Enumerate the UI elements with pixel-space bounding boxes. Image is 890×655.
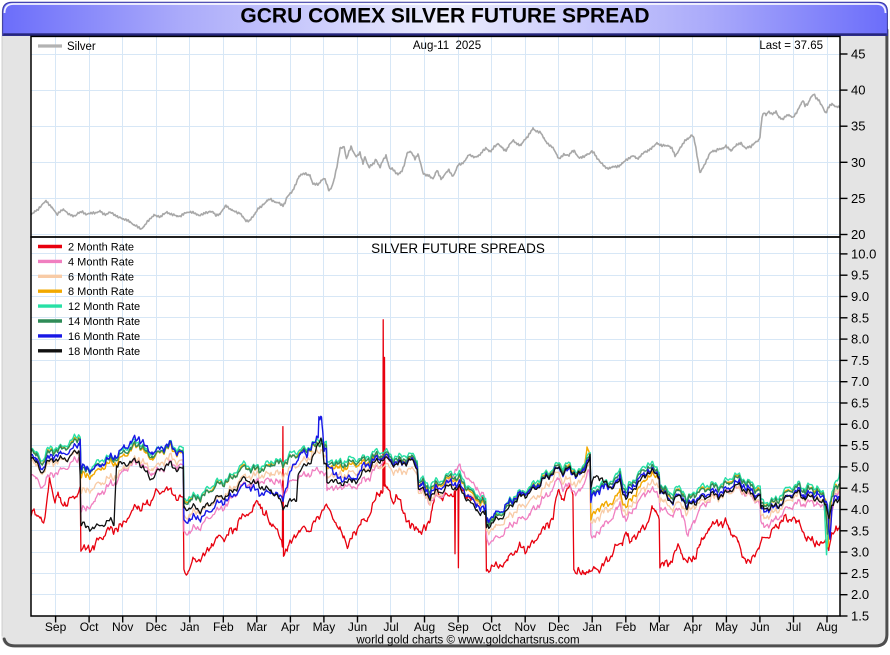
svg-text:May: May: [313, 620, 336, 634]
svg-text:25: 25: [851, 191, 865, 206]
svg-text:Silver: Silver: [67, 41, 96, 53]
svg-text:Jan: Jan: [180, 620, 199, 634]
svg-text:20: 20: [851, 227, 865, 242]
svg-text:Sep: Sep: [447, 620, 469, 634]
svg-text:Dec: Dec: [548, 620, 569, 634]
svg-text:Nov: Nov: [112, 620, 133, 634]
svg-text:2 Month Rate: 2 Month Rate: [68, 242, 134, 254]
svg-text:40: 40: [851, 83, 865, 98]
svg-text:1.5: 1.5: [851, 609, 869, 624]
svg-text:Jan: Jan: [583, 620, 602, 634]
svg-text:Dec: Dec: [146, 620, 167, 634]
svg-text:5.5: 5.5: [851, 438, 869, 453]
svg-text:Jul: Jul: [786, 620, 801, 634]
svg-text:18 Month Rate: 18 Month Rate: [68, 346, 140, 358]
svg-text:9.5: 9.5: [851, 268, 869, 283]
svg-text:Jun: Jun: [348, 620, 367, 634]
svg-text:Feb: Feb: [615, 620, 636, 634]
svg-text:6.0: 6.0: [851, 417, 869, 432]
svg-text:7.5: 7.5: [851, 353, 869, 368]
svg-text:8.0: 8.0: [851, 332, 869, 347]
svg-text:Feb: Feb: [213, 620, 234, 634]
svg-text:Apr: Apr: [684, 620, 703, 634]
svg-text:14 Month Rate: 14 Month Rate: [68, 316, 140, 328]
svg-text:4 Month Rate: 4 Month Rate: [68, 256, 134, 268]
svg-text:Oct: Oct: [482, 620, 501, 634]
svg-text:world gold charts © www.goldch: world gold charts © www.goldchartsrus.co…: [355, 635, 579, 647]
svg-text:12 Month Rate: 12 Month Rate: [68, 301, 140, 313]
svg-text:Jun: Jun: [750, 620, 769, 634]
svg-text:9.0: 9.0: [851, 289, 869, 304]
svg-text:Apr: Apr: [281, 620, 300, 634]
svg-text:Nov: Nov: [515, 620, 536, 634]
svg-text:GCRU COMEX SILVER FUTURE SPREA: GCRU COMEX SILVER FUTURE SPREAD: [240, 5, 649, 28]
svg-text:8 Month Rate: 8 Month Rate: [68, 286, 134, 298]
svg-text:3.5: 3.5: [851, 523, 869, 538]
svg-text:Aug: Aug: [816, 620, 837, 634]
svg-text:7.0: 7.0: [851, 374, 869, 389]
svg-text:35: 35: [851, 119, 865, 134]
svg-text:6.5: 6.5: [851, 396, 869, 411]
svg-text:4.0: 4.0: [851, 502, 869, 517]
svg-text:4.5: 4.5: [851, 481, 869, 496]
svg-text:SILVER FUTURE SPREADS: SILVER FUTURE SPREADS: [371, 241, 545, 256]
svg-text:Jul: Jul: [383, 620, 398, 634]
svg-text:Aug-11 2025: Aug-11 2025: [413, 40, 481, 52]
svg-text:45: 45: [851, 47, 865, 62]
svg-text:Aug: Aug: [414, 620, 435, 634]
svg-text:Mar: Mar: [649, 620, 670, 634]
svg-text:Mar: Mar: [246, 620, 267, 634]
svg-text:8.5: 8.5: [851, 310, 869, 325]
svg-text:5.0: 5.0: [851, 459, 869, 474]
svg-text:3.0: 3.0: [851, 545, 869, 560]
svg-text:30: 30: [851, 155, 865, 170]
svg-text:2.5: 2.5: [851, 566, 869, 581]
svg-text:2.0: 2.0: [851, 587, 869, 602]
svg-text:Oct: Oct: [80, 620, 99, 634]
svg-text:May: May: [715, 620, 738, 634]
svg-text:Sep: Sep: [45, 620, 67, 634]
svg-text:10.0: 10.0: [851, 246, 876, 261]
svg-text:16 Month Rate: 16 Month Rate: [68, 331, 140, 343]
svg-text:6 Month Rate: 6 Month Rate: [68, 271, 134, 283]
svg-text:Last = 37.65: Last = 37.65: [759, 40, 823, 52]
